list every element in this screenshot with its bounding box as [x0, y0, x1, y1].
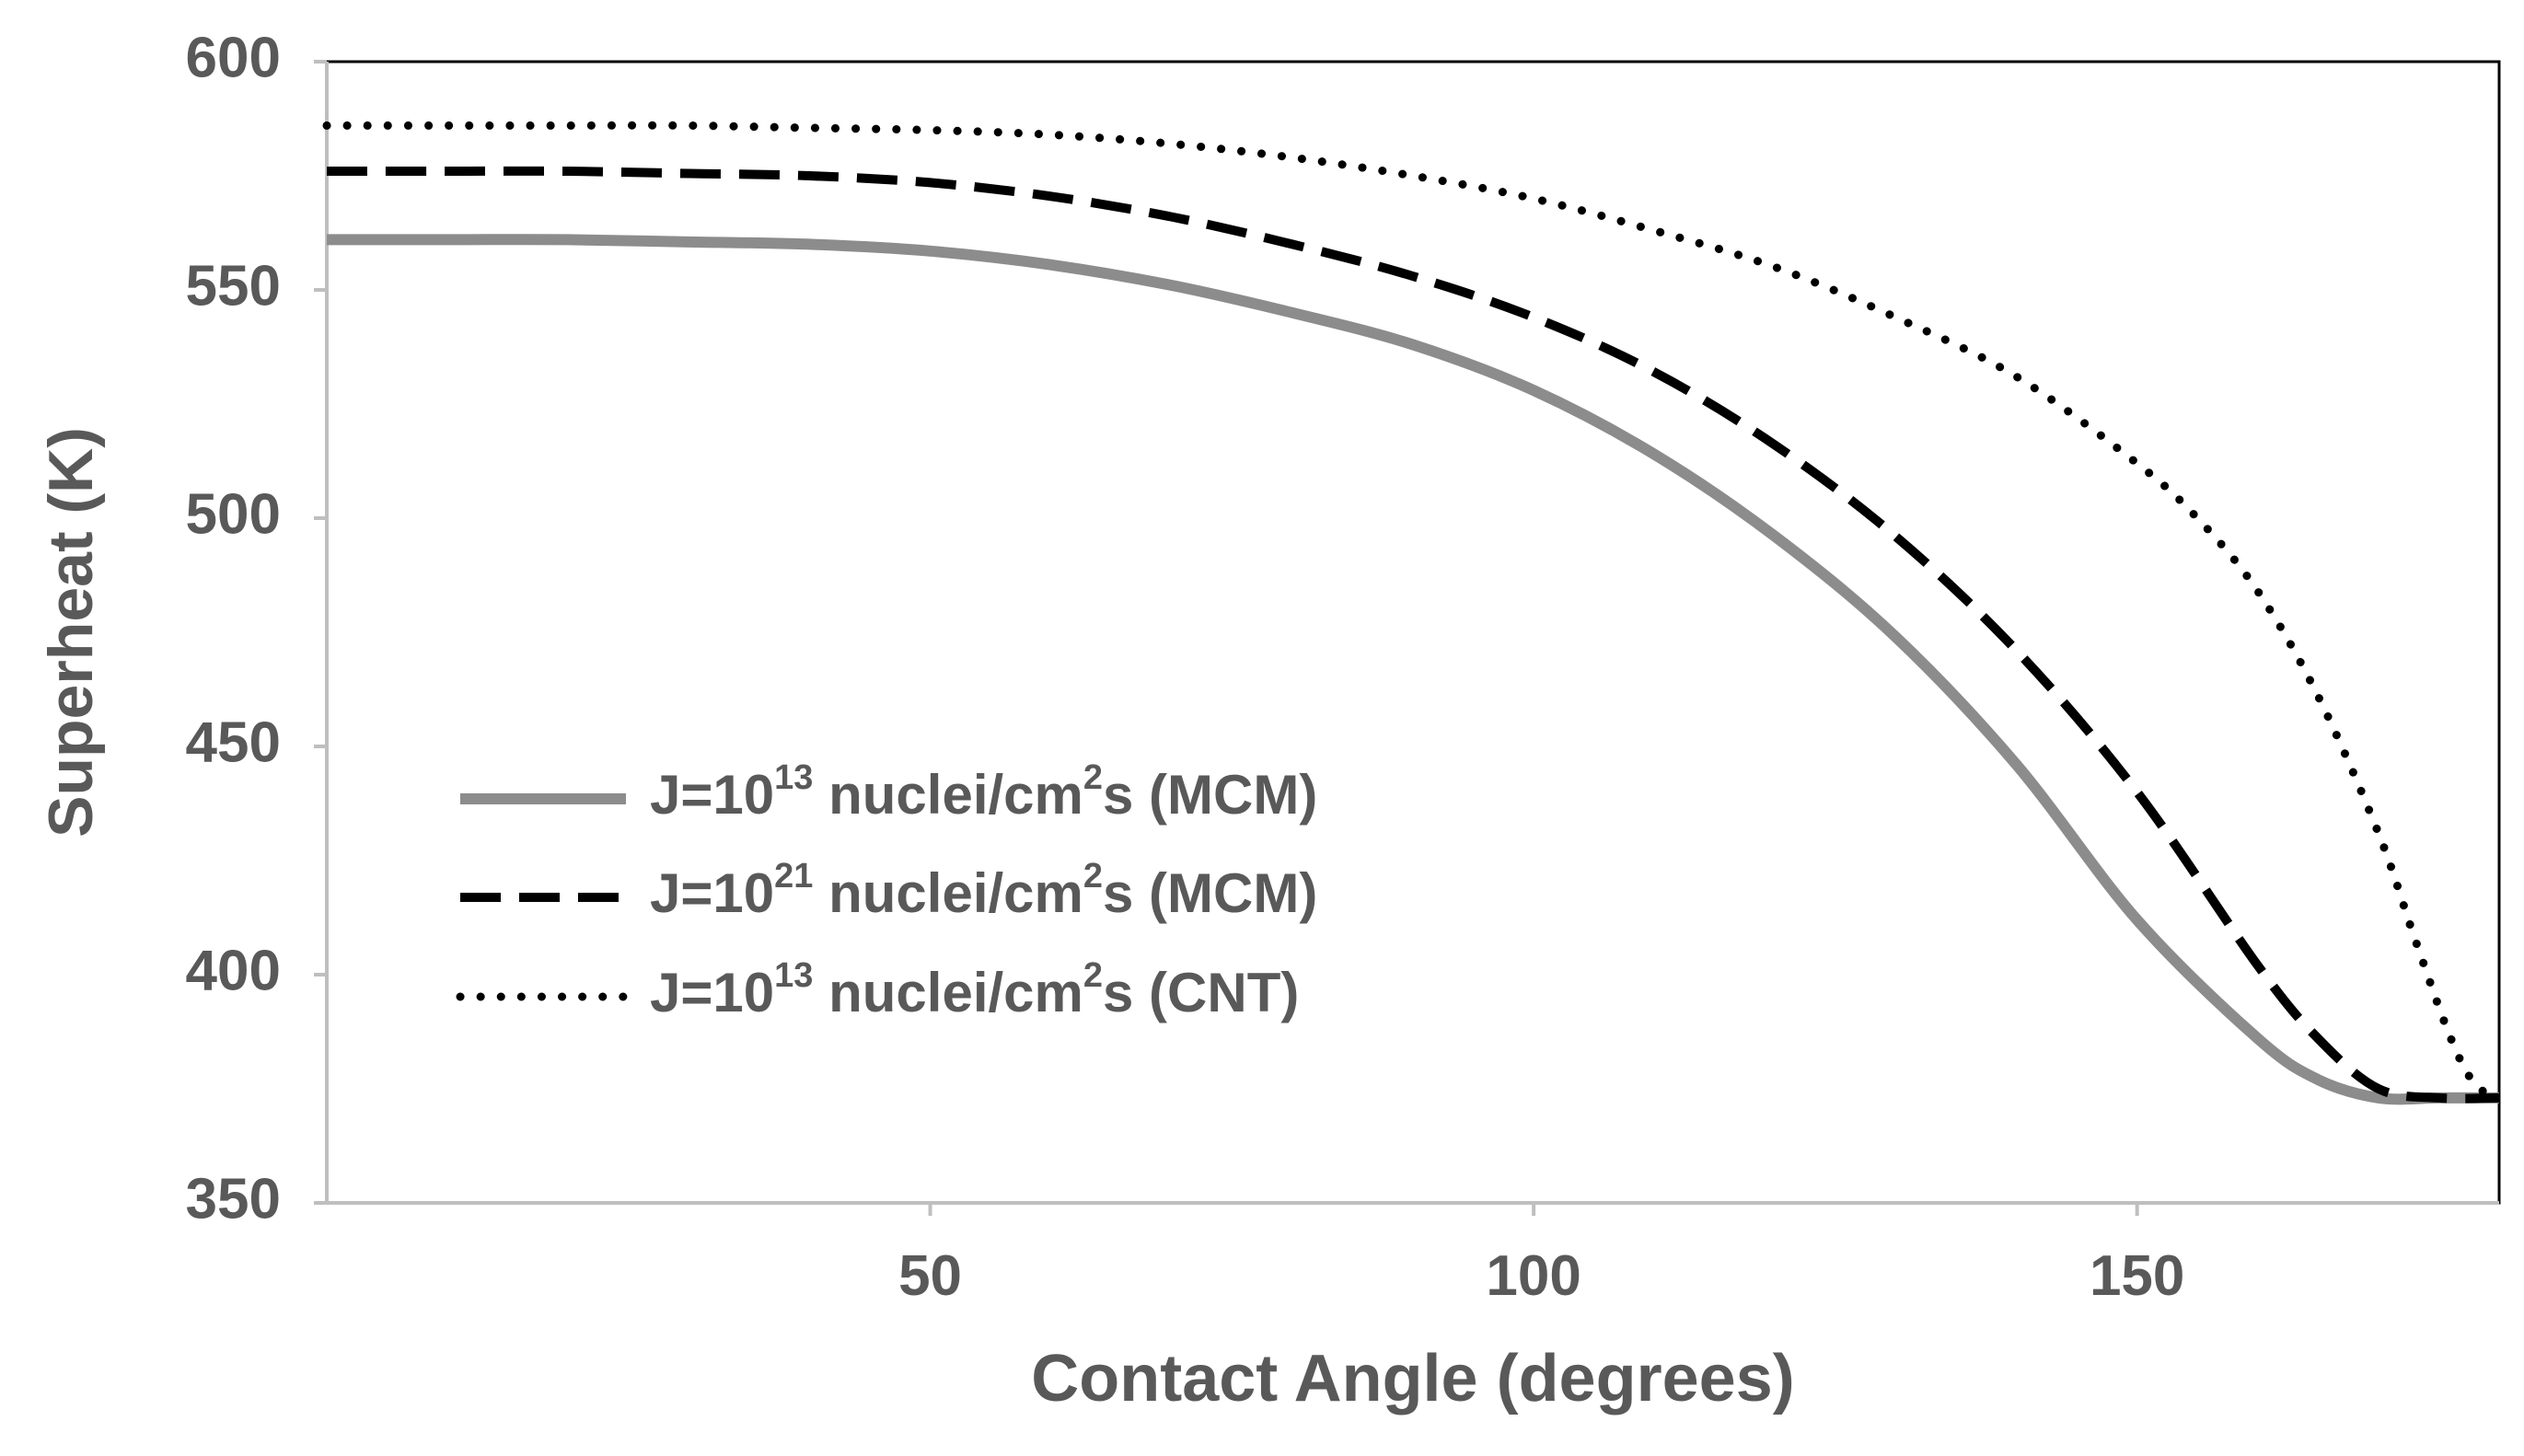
legend-label-text: nuclei/cm: [813, 962, 1083, 1023]
y-axis-title: Superheat (K): [36, 427, 106, 838]
legend-label-text: nuclei/cm: [813, 764, 1083, 826]
legend-label-text: J=10: [650, 962, 774, 1023]
y-tick-label: 500: [186, 482, 281, 546]
y-axis-ticks: 350 400 450 500 550 600: [186, 26, 327, 1231]
legend: J=1013 nuclei/cm2s (MCM)J=1021 nuclei/cm…: [456, 758, 1317, 1023]
y-tick-label: 350: [186, 1167, 281, 1231]
legend-label-superscript: 2: [1083, 758, 1103, 797]
legend-label-text: s (CNT): [1103, 962, 1299, 1023]
legend-label-text: J=10: [650, 862, 774, 924]
series-line-mcm-1e13: [327, 234, 2499, 1105]
legend-label-superscript: 13: [774, 956, 813, 995]
x-tick-label: 50: [898, 1244, 962, 1308]
legend-label-text: s (MCM): [1103, 764, 1317, 826]
legend-label-text: J=10: [650, 764, 774, 826]
legend-item-mcm-1e13: J=1013 nuclei/cm2s (MCM): [460, 758, 1317, 826]
y-tick-label: 400: [186, 939, 281, 1002]
series-line-mcm-1e21: [327, 166, 2500, 1104]
legend-label: J=1013 nuclei/cm2s (CNT): [650, 956, 1299, 1023]
legend-label: J=1013 nuclei/cm2s (MCM): [650, 758, 1317, 826]
y-tick-label: 600: [186, 26, 281, 89]
y-tick-label: 550: [186, 254, 281, 318]
legend-label: J=1021 nuclei/cm2s (MCM): [650, 857, 1317, 924]
legend-item-mcm-1e21: J=1021 nuclei/cm2s (MCM): [460, 857, 1317, 924]
legend-label-superscript: 21: [774, 857, 813, 896]
legend-label-text: s (MCM): [1103, 862, 1317, 924]
legend-label-superscript: 2: [1083, 857, 1103, 896]
plot-frame: [325, 60, 2501, 1205]
series-lines: [322, 121, 2504, 1105]
legend-label-text: nuclei/cm: [813, 862, 1083, 924]
x-tick-label: 150: [2090, 1244, 2184, 1308]
legend-label-superscript: 13: [774, 758, 813, 797]
y-tick-label: 450: [186, 711, 281, 774]
legend-label-superscript: 2: [1083, 956, 1103, 995]
legend-item-cnt-1e13: J=1013 nuclei/cm2s (CNT): [456, 956, 1299, 1023]
x-tick-label: 100: [1486, 1244, 1580, 1308]
x-axis-ticks: 50 100 150: [898, 1203, 2184, 1308]
x-axis-title: Contact Angle (degrees): [1031, 1342, 1794, 1416]
